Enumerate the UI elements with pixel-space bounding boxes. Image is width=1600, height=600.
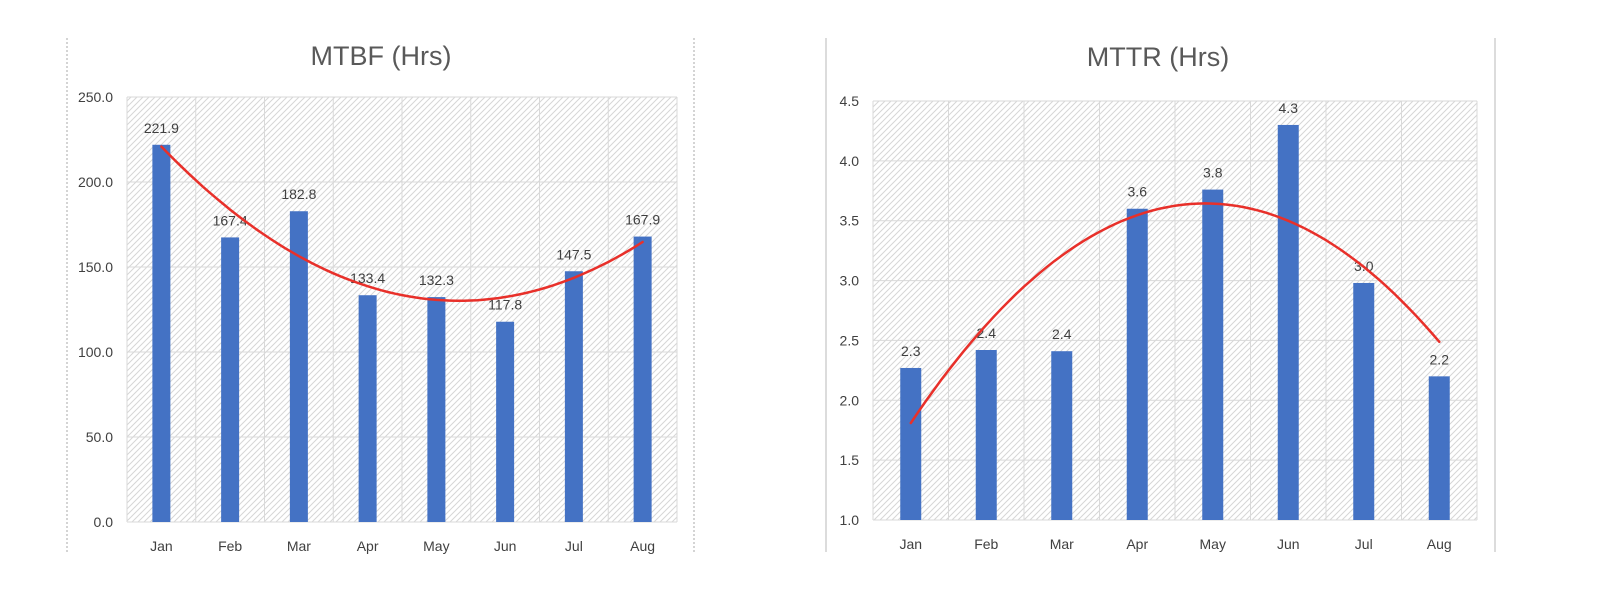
y-tick-label: 250.0 [78,89,113,105]
y-tick-label: 4.0 [840,153,860,169]
data-label: 132.3 [419,272,454,288]
y-tick-label: 2.0 [840,392,860,408]
y-tick-label: 4.5 [840,93,860,109]
y-tick-label: 3.0 [840,273,860,289]
x-tick-label: Jul [565,538,583,554]
chart-title: MTTR (Hrs) [1087,42,1229,72]
x-tick-label: Feb [218,538,242,554]
x-tick-label: Aug [630,538,655,554]
data-label: 3.6 [1128,184,1148,200]
bar-jun [1277,124,1299,520]
bar-may [1202,189,1224,521]
y-tick-label: 0.0 [94,514,114,530]
x-tick-label: Feb [974,536,998,552]
y-tick-label: 200.0 [78,174,113,190]
bar-feb [975,350,997,520]
bar-jul [1353,282,1375,520]
data-label: 147.5 [556,246,591,262]
bar-aug [1428,376,1450,520]
data-label: 221.9 [144,120,179,136]
mttr-chart-svg: MTTR (Hrs) 1.0 1.5 2.0 2.5 3.0 3.5 4.0 4.5 2.3 Jan… [825,38,1496,552]
x-tick-label: Mar [1050,536,1074,552]
chart-title: MTBF (Hrs) [311,41,452,71]
x-tick-label: Jan [899,536,922,552]
y-tick-label: 150.0 [78,259,113,275]
data-label: 3.8 [1203,165,1223,181]
bar-may [427,297,446,522]
mtbf-chart-svg: MTBF (Hrs) 0.0 50.0 100.0 150.0 200.0 250.0 221… [66,38,695,554]
y-tick-label: 50.0 [86,429,113,445]
x-tick-label: Jul [1355,536,1373,552]
data-label: 2.4 [1052,326,1072,342]
bar-feb [221,237,240,523]
y-tick-label: 1.0 [840,512,860,528]
bar-mar [289,211,308,523]
y-tick-label: 2.5 [840,332,860,348]
mttr-chart: MTTR (Hrs) 1.0 1.5 2.0 2.5 3.0 3.5 4.0 4.5 2.3 Jan… [800,0,1600,600]
y-tick-label: 1.5 [840,452,860,468]
x-tick-label: Aug [1427,536,1452,552]
bar-jan [900,367,922,520]
bar-apr [358,295,377,522]
x-tick-label: May [423,538,449,554]
bar-jun [496,321,515,522]
y-tick-label: 100.0 [78,344,113,360]
data-label: 117.8 [488,297,522,313]
mtbf-chart: MTBF (Hrs) 0.0 50.0 100.0 150.0 200.0 250.0 221… [0,0,760,600]
data-label: 2.3 [901,343,921,359]
x-tick-label: Jan [150,538,173,554]
trendline [909,202,1441,425]
x-tick-label: Jun [1277,536,1300,552]
data-label: 2.2 [1430,351,1450,367]
x-tick-label: Mar [287,538,311,554]
bar-jan [152,144,171,522]
x-tick-label: May [1200,536,1226,552]
bar-aug [633,236,652,522]
bar-jul [564,271,583,522]
bar-apr [1126,208,1148,520]
data-label: 4.3 [1279,100,1299,116]
data-label: 167.9 [625,212,660,228]
data-label: 133.4 [350,270,385,286]
x-tick-label: Jun [494,538,517,554]
bar-mar [1051,351,1073,520]
x-tick-label: Apr [357,538,379,554]
x-tick-label: Apr [1126,536,1148,552]
y-tick-label: 3.5 [840,213,860,229]
data-label: 182.8 [281,186,316,202]
trendline [160,145,644,303]
